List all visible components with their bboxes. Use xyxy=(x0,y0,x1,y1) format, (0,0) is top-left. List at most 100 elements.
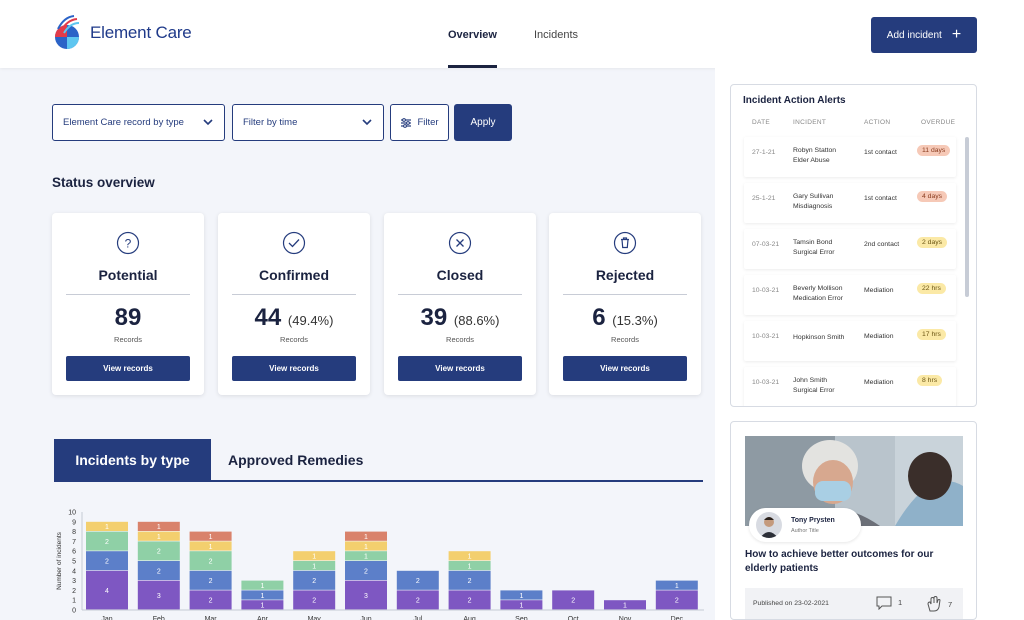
alert-type: Misdiagnosis xyxy=(793,203,833,210)
alert-name: Tamsin Bond xyxy=(793,239,833,246)
bar-segment xyxy=(396,590,439,610)
nav-overview[interactable]: Overview xyxy=(448,29,497,41)
author-name: Tony Prysten xyxy=(791,517,835,524)
tab-incidents-by-type[interactable]: Incidents by type xyxy=(54,439,211,481)
alert-name: Beverly Mollison xyxy=(793,285,843,292)
alert-date: 27-1-21 xyxy=(752,149,776,156)
alert-row[interactable]: 07-03-21 Tamsin Bond Surgical Error 2nd c… xyxy=(744,229,956,269)
record-type-select[interactable]: Element Care record by type xyxy=(52,104,225,141)
x-tick-label: Mar xyxy=(205,616,218,620)
card-value: 6 (15.3%) xyxy=(549,304,701,332)
bar-value-label: 4 xyxy=(105,588,109,595)
alert-row[interactable]: 27-1-21 Robyn Statton Elder Abuse 1st con… xyxy=(744,137,956,177)
alert-row[interactable]: 10-03-21 Beverly Mollison Medication Erro… xyxy=(744,275,956,315)
tab-approved-remedies[interactable]: Approved Remedies xyxy=(228,452,364,468)
bar-segment xyxy=(189,570,232,590)
article-title[interactable]: How to achieve better outcomes for our e… xyxy=(745,549,934,574)
bar-value-label: 2 xyxy=(105,559,109,566)
card-value: 89 xyxy=(52,304,204,332)
y-tick-label: 1 xyxy=(72,598,76,605)
bar-segment xyxy=(189,551,232,571)
card-divider xyxy=(232,294,356,295)
bar-segment xyxy=(189,531,232,541)
alert-row[interactable]: 10-03-21 Hopkinson Smith Mediation 17 hr… xyxy=(744,321,956,361)
overdue-badge: 11 days xyxy=(917,145,951,156)
top-bar: Element Care Overview Incidents Add inci… xyxy=(0,0,1024,68)
bar-value-label: 1 xyxy=(209,534,213,541)
bar-value-label: 1 xyxy=(260,583,264,590)
y-tick-label: 0 xyxy=(72,608,76,615)
alert-row[interactable]: 25-1-21 Gary Sullivan Misdiagnosis 1st co… xyxy=(744,183,956,223)
col-header-incident: INCIDENT xyxy=(793,119,827,126)
alert-type: Surgical Error xyxy=(793,387,835,394)
add-incident-button[interactable]: Add incident + xyxy=(871,17,977,53)
bar-value-label: 1 xyxy=(364,534,368,541)
card-divider xyxy=(398,294,522,295)
card-percentage: (88.6%) xyxy=(453,313,500,328)
nav-incidents[interactable]: Incidents xyxy=(534,29,579,41)
overdue-badge: 8 hrs xyxy=(917,375,943,386)
apply-button[interactable]: Apply xyxy=(454,104,512,141)
bar-segment xyxy=(345,551,387,561)
bar-segment xyxy=(448,570,491,590)
sliders-icon xyxy=(401,117,412,128)
card-count: 89 xyxy=(114,304,142,331)
bar-value-label: 1 xyxy=(519,603,523,610)
alert-action: Mediation xyxy=(864,333,894,340)
article-card[interactable]: Tony Prysten Author Title How to achieve… xyxy=(730,421,977,620)
article-footer: Published on 23-02-2021 1 7 xyxy=(745,588,963,619)
col-header-date: DATE xyxy=(752,119,771,126)
bar-value-label: 2 xyxy=(416,598,420,605)
view-records-button[interactable]: View records xyxy=(66,356,190,381)
overdue-badge: 17 hrs xyxy=(917,329,946,340)
alert-date: 25-1-21 xyxy=(752,195,776,202)
alerts-scrollbar[interactable] xyxy=(965,137,969,297)
view-records-button[interactable]: View records xyxy=(398,356,522,381)
bar-segment xyxy=(86,521,128,531)
bar-segment xyxy=(189,541,232,551)
alert-date: 10-03-21 xyxy=(752,333,780,340)
alert-action: Mediation xyxy=(864,287,894,294)
alert-name: Gary Sullivan xyxy=(793,193,834,200)
plus-icon: + xyxy=(951,26,962,43)
x-tick-label: Dec xyxy=(671,616,684,620)
bar-value-label: 2 xyxy=(157,568,161,575)
bar-segment xyxy=(137,531,180,541)
logo-icon xyxy=(55,15,80,49)
view-records-button[interactable]: View records xyxy=(232,356,356,381)
bar-segment xyxy=(86,570,128,610)
card-records-label: Records xyxy=(280,335,308,344)
bar-value-label: 1 xyxy=(260,603,264,610)
time-filter-select[interactable]: Filter by time xyxy=(232,104,384,141)
x-tick-label: May xyxy=(308,616,322,620)
incident-action-alerts: Incident Action Alerts DATE INCIDENT ACT… xyxy=(730,84,977,407)
bar-segment xyxy=(293,551,336,561)
filter-button-label: Filter xyxy=(417,117,439,128)
clap-button[interactable]: 7 xyxy=(925,595,952,613)
app-logo[interactable]: Element Care xyxy=(52,15,192,51)
view-records-button[interactable]: View records xyxy=(563,356,687,381)
chevron-down-icon xyxy=(362,119,372,126)
y-tick-label: 8 xyxy=(72,529,76,536)
card-count: 44 xyxy=(254,304,282,331)
bar-value-label: 2 xyxy=(209,578,213,585)
alert-incident: Hopkinson Smith xyxy=(793,333,844,343)
bar-segment xyxy=(448,551,491,561)
bar-segment xyxy=(552,590,595,610)
y-tick-label: 10 xyxy=(68,510,76,517)
bar-segment xyxy=(137,541,180,561)
alert-action: 1st contact xyxy=(864,149,897,156)
bar-value-label: 2 xyxy=(468,578,472,585)
alert-incident: Beverly Mollison Medication Error xyxy=(793,284,843,304)
author-title: Author Title xyxy=(791,528,819,534)
bar-value-label: 1 xyxy=(312,563,316,570)
alert-row[interactable]: 10-03-21 John Smith Surgical Error Mediat… xyxy=(744,367,956,406)
bar-segment xyxy=(293,570,336,590)
bar-value-label: 1 xyxy=(260,593,264,600)
filter-button[interactable]: Filter xyxy=(390,104,449,141)
comment-icon xyxy=(876,596,892,610)
alert-name: John Smith xyxy=(793,377,828,384)
comments-button[interactable]: 1 xyxy=(875,595,902,610)
bar-segment xyxy=(448,561,491,571)
col-header-action: ACTION xyxy=(864,119,891,126)
